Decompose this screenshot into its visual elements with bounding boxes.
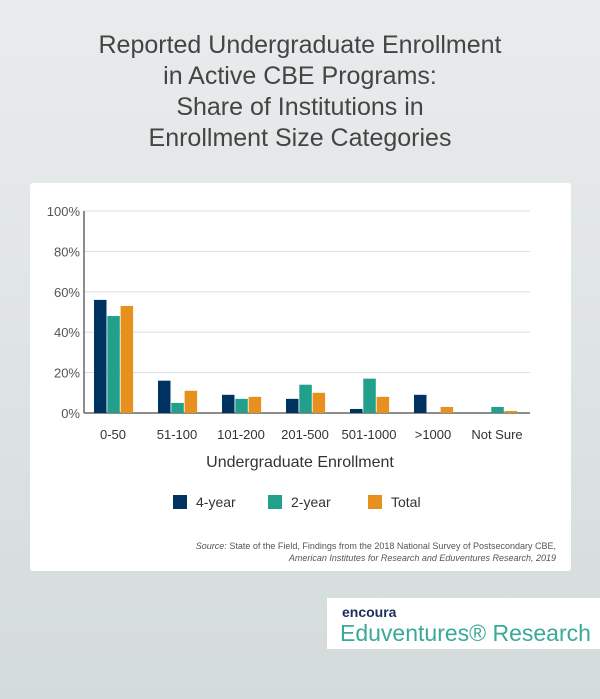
bar-4-year-51-100	[158, 380, 171, 413]
x-tick-label: 201-500	[281, 427, 329, 442]
source-note: Source: State of the Field, Findings fro…	[196, 540, 556, 564]
bar-2-year-101-200	[235, 398, 248, 413]
y-tick-label: 20%	[54, 366, 80, 381]
y-tick-label: 80%	[54, 244, 80, 259]
bar-4-year-201-500	[286, 398, 299, 413]
legend-4-year: 4-year	[173, 494, 236, 510]
logo-name: Eduventures® Research	[340, 620, 591, 646]
bar-4-year-101-200	[222, 394, 235, 413]
source-line: State of the Field, Findings from the 20…	[226, 541, 556, 551]
chart-title: Reported Undergraduate Enrollment in Act…	[0, 30, 600, 154]
y-tick-label: 0%	[61, 406, 80, 421]
x-tick-label: >1000	[415, 427, 452, 442]
bar-4-year-501-1000	[350, 408, 363, 413]
bar-2-year-501-1000	[363, 378, 376, 413]
logo: encoura Eduventures® Research	[327, 598, 600, 649]
title-line: in Active CBE Programs:	[163, 62, 437, 90]
bar-total-Not Sure	[504, 410, 518, 413]
bar-total-501-1000	[376, 396, 390, 413]
chart-card	[30, 183, 571, 571]
bar-2-year-Not Sure	[491, 406, 504, 413]
x-tick-label: 501-1000	[342, 427, 397, 442]
x-tick-label: 101-200	[217, 427, 265, 442]
title-line: Share of Institutions in	[176, 93, 424, 121]
legend-total: Total	[368, 494, 421, 510]
legend-swatch	[368, 495, 382, 509]
y-tick-label: 100%	[47, 204, 81, 219]
legend-label: Total	[391, 494, 421, 510]
x-axis-label: Undergraduate Enrollment	[206, 454, 394, 471]
bar-total-101-200	[248, 396, 262, 413]
x-tick-label: Not Sure	[471, 427, 522, 442]
legend-2-year: 2-year	[268, 494, 331, 510]
legend-label: 2-year	[291, 494, 331, 510]
bar-4-year-0-50	[94, 299, 107, 413]
bar-total-51-100	[184, 390, 198, 413]
y-tick-label: 40%	[54, 325, 80, 340]
title-line: Enrollment Size Categories	[148, 124, 452, 152]
x-tick-label: 51-100	[157, 427, 197, 442]
bar-2-year-51-100	[171, 402, 184, 413]
bar-total-0-50	[120, 305, 134, 413]
legend-label: 4-year	[196, 494, 236, 510]
source-label: Source:	[195, 541, 227, 551]
legend-swatch	[173, 495, 187, 509]
legend-swatch	[268, 495, 282, 509]
bar-4-year->1000	[414, 394, 427, 413]
title-line: Reported Undergraduate Enrollment	[98, 31, 502, 59]
y-tick-label: 60%	[54, 285, 80, 300]
bar-2-year-201-500	[299, 384, 312, 413]
bar-total-201-500	[312, 392, 326, 413]
source-line: American Institutes for Research and Edu…	[288, 553, 556, 563]
bar-2-year-0-50	[107, 316, 120, 413]
x-tick-label: 0-50	[100, 427, 126, 442]
logo-brand: encoura	[342, 604, 397, 620]
bar-total->1000	[440, 406, 454, 413]
